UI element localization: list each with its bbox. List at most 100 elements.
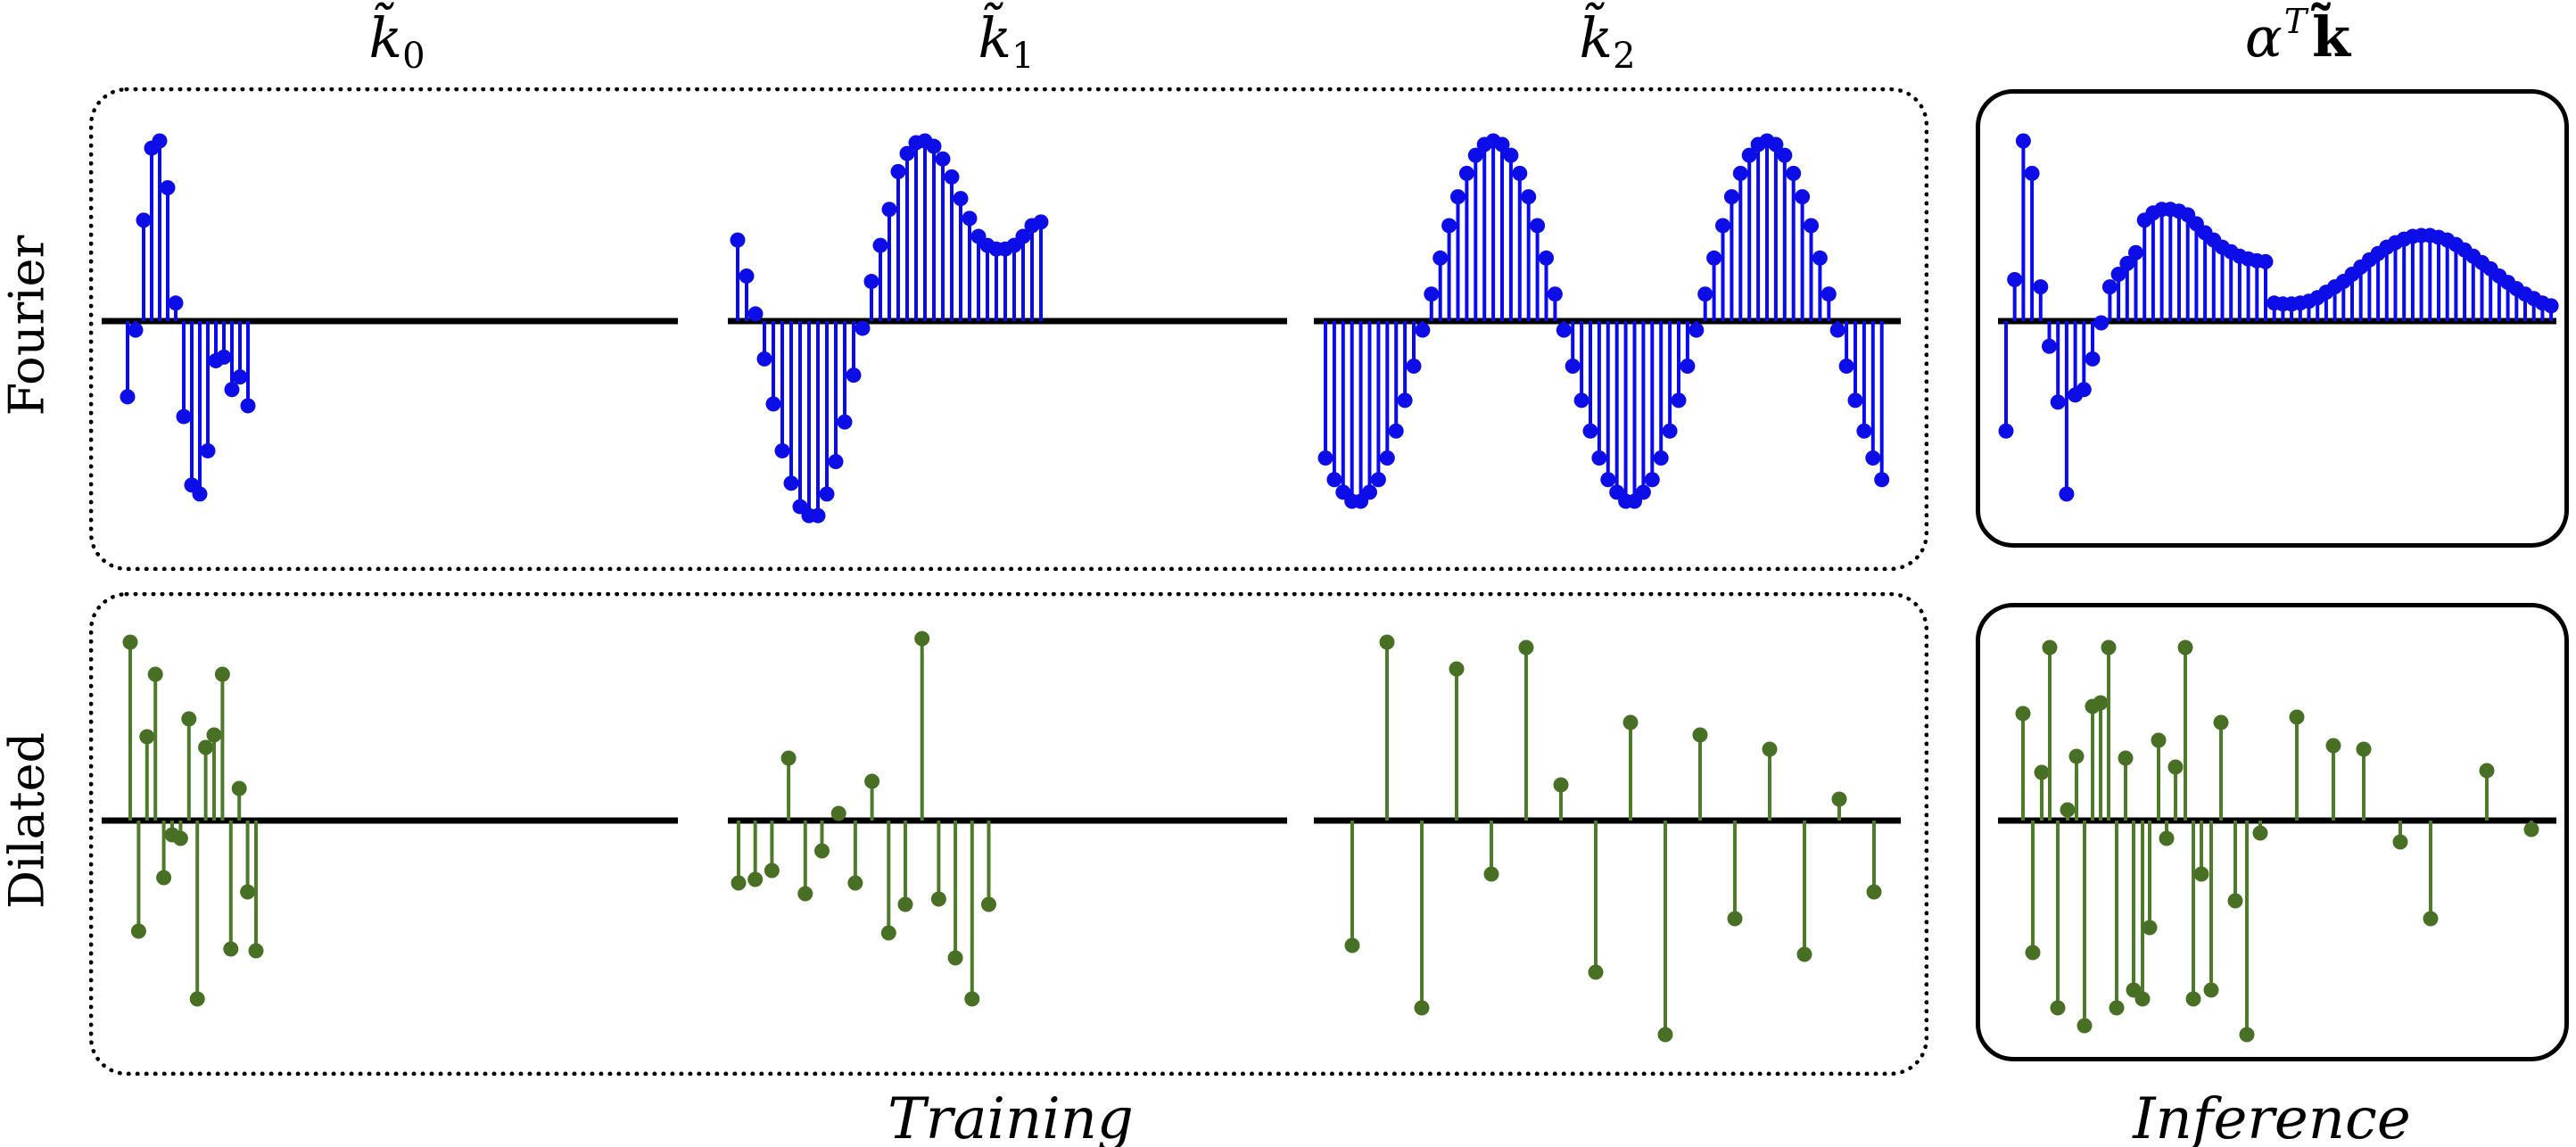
stem-marker <box>2392 834 2408 850</box>
panel-dilated-k2 <box>1314 634 1901 1043</box>
stem-marker <box>168 295 184 311</box>
stem-marker <box>1518 640 1534 656</box>
stem-marker <box>1467 147 1483 163</box>
stem-marker <box>1432 250 1449 266</box>
stem-marker <box>1483 866 1499 882</box>
stem-marker <box>2068 748 2085 764</box>
stem-marker <box>2543 298 2559 314</box>
stem-marker <box>1812 250 1828 266</box>
stem-marker <box>1727 911 1743 927</box>
stem-marker <box>1829 322 1845 338</box>
k2-subscript: 2 <box>1613 36 1636 77</box>
stem-marker <box>156 870 172 886</box>
stem-marker <box>2479 763 2495 779</box>
stem-marker <box>739 268 755 284</box>
stem-marker <box>2118 750 2134 766</box>
stem-marker <box>1582 423 1598 439</box>
stem-marker <box>2042 640 2058 656</box>
stem-marker <box>2060 802 2076 818</box>
stem-marker <box>914 631 930 647</box>
stem-marker <box>847 875 863 891</box>
stem-marker <box>198 739 214 755</box>
stem-marker <box>2258 253 2274 269</box>
stem-marker <box>2025 945 2041 961</box>
stem-marker <box>1326 472 1342 488</box>
panel-dilated-combined <box>1998 640 2556 1043</box>
stem-marker <box>1397 392 1413 408</box>
stem-marker <box>2093 315 2110 331</box>
stem-marker <box>1786 165 1802 181</box>
stem-marker <box>130 923 146 939</box>
stem-marker <box>1441 218 1457 234</box>
stem-marker <box>1406 359 1422 374</box>
stem-marker <box>1458 165 1474 181</box>
row-label-fourier: Fourier <box>0 235 55 417</box>
stem-marker <box>1362 484 1377 500</box>
stem-marker <box>1838 359 1854 374</box>
stem-marker <box>1657 1027 1673 1043</box>
stem-marker <box>1741 147 1757 163</box>
stem-marker <box>947 950 963 966</box>
stem-marker <box>1588 964 1604 980</box>
stem-marker <box>231 780 247 796</box>
column-title-k2: k̃2 <box>1579 5 1635 77</box>
stem-marker <box>2042 338 2057 354</box>
stem-marker <box>953 191 969 207</box>
panel-dilated-k1 <box>728 631 1287 1007</box>
stem-marker <box>1715 218 1730 234</box>
box-inference-dilated <box>1976 603 2569 1061</box>
stem-marker <box>764 862 780 879</box>
stem-marker <box>1414 1000 1430 1016</box>
stem-marker <box>181 711 197 727</box>
stem-marker <box>192 486 208 502</box>
column-title-k1: k̃1 <box>978 5 1034 77</box>
stem-marker <box>1512 165 1528 181</box>
column-title-combined: αTk̃ <box>2245 2 2350 70</box>
k1-symbol: k̃ <box>978 5 1012 70</box>
stem-marker <box>1530 218 1546 234</box>
stem-marker <box>1388 423 1404 439</box>
stem-marker <box>2101 279 2118 295</box>
stem-marker <box>1856 423 1872 439</box>
stem-marker <box>2050 394 2066 410</box>
bottom-label-training: Training <box>888 1086 1134 1147</box>
stem-marker <box>2128 244 2143 260</box>
stem-marker <box>964 991 980 1007</box>
stem-marker <box>890 163 906 179</box>
stem-marker <box>136 212 152 228</box>
stem-marker <box>1662 423 1678 439</box>
stem-marker <box>224 382 240 398</box>
stem-marker <box>232 369 248 385</box>
stem-marker <box>214 666 230 682</box>
stem-marker <box>774 442 790 458</box>
stem-marker <box>1635 484 1651 500</box>
stem-marker <box>1804 218 1819 234</box>
stem-marker <box>2159 830 2175 846</box>
stem-marker <box>1553 777 1569 793</box>
stem-marker <box>2523 821 2539 838</box>
stem-marker <box>2034 764 2050 780</box>
stem-marker <box>899 145 915 161</box>
stem-marker <box>897 896 913 912</box>
stem-marker <box>1998 423 2014 439</box>
stem-marker <box>930 891 946 907</box>
stem-marker <box>147 666 163 682</box>
stem-marker <box>1697 286 1713 302</box>
stem-marker <box>216 349 232 365</box>
stem-marker <box>1874 472 1890 488</box>
k0-subscript: 0 <box>402 36 425 77</box>
stem-marker <box>1762 741 1778 757</box>
stem-marker <box>1680 359 1696 374</box>
stem-marker <box>2024 165 2040 181</box>
stem-marker <box>2134 991 2151 1007</box>
stem-marker <box>2101 640 2117 656</box>
stem-marker <box>1379 450 1395 466</box>
box-inference-fourier <box>1976 89 2569 548</box>
stem-marker <box>200 442 216 458</box>
stem-marker <box>1344 937 1360 953</box>
stem-marker <box>2007 272 2023 288</box>
stem-marker <box>1591 450 1607 466</box>
stem-marker <box>828 454 844 470</box>
stem-marker <box>2227 893 2243 909</box>
stem-marker <box>1033 214 1049 230</box>
